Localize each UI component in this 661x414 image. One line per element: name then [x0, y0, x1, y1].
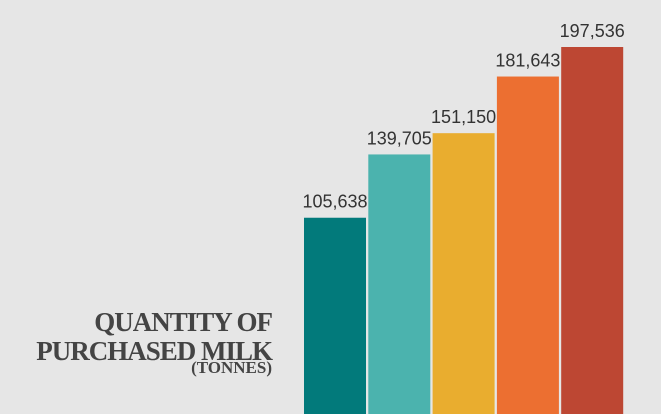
chart-subtitle: (TONNES): [191, 358, 272, 377]
value-label: 139,705: [367, 128, 432, 148]
value-label: 181,643: [495, 51, 560, 71]
bar: [561, 47, 624, 414]
value-label: 197,536: [560, 21, 625, 41]
bar: [496, 76, 559, 414]
value-label: 105,638: [302, 192, 367, 212]
bar: [432, 133, 495, 414]
chart-title: QUANTITY OF PURCHASED MILK: [36, 307, 273, 366]
bar: [304, 217, 366, 414]
bar: [368, 154, 431, 414]
value-label: 151,150: [431, 107, 496, 127]
